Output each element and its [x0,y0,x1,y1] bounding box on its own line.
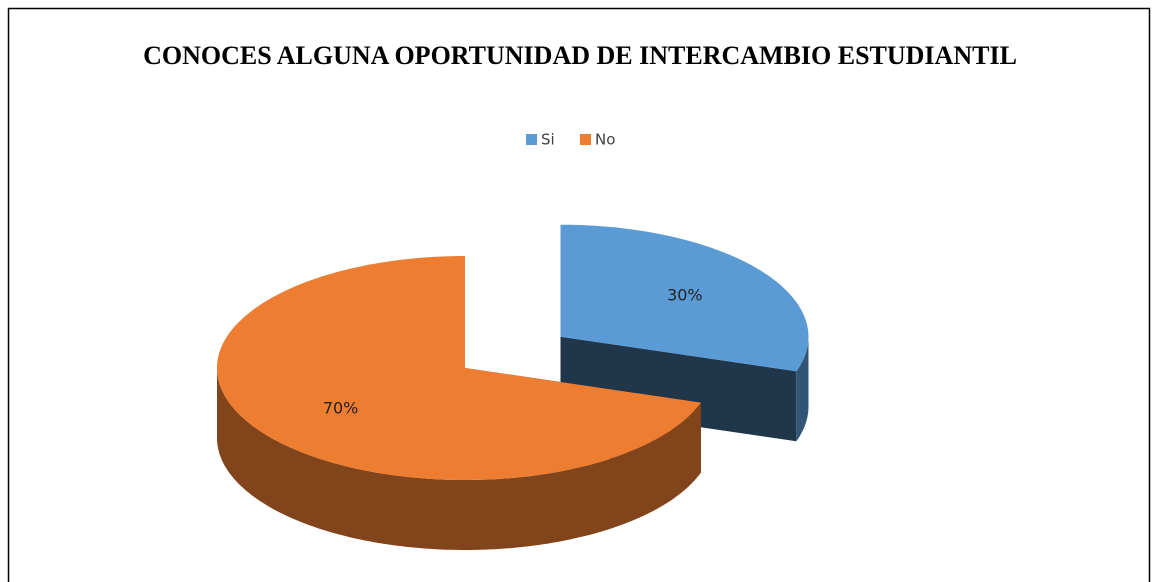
legend-swatch [580,134,591,145]
data-label: 30% [667,285,703,304]
data-label: 70% [323,398,359,417]
chart-title: CONOCES ALGUNA OPORTUNIDAD DE INTERCAMBI… [143,41,1017,70]
slice-side [217,368,701,550]
pie-tops [217,224,809,480]
slice [217,256,701,480]
legend-swatch [526,134,537,145]
legend-label: No [595,131,615,149]
slice-side [796,336,809,442]
slice [560,224,809,372]
legend-label: Si [541,131,555,149]
